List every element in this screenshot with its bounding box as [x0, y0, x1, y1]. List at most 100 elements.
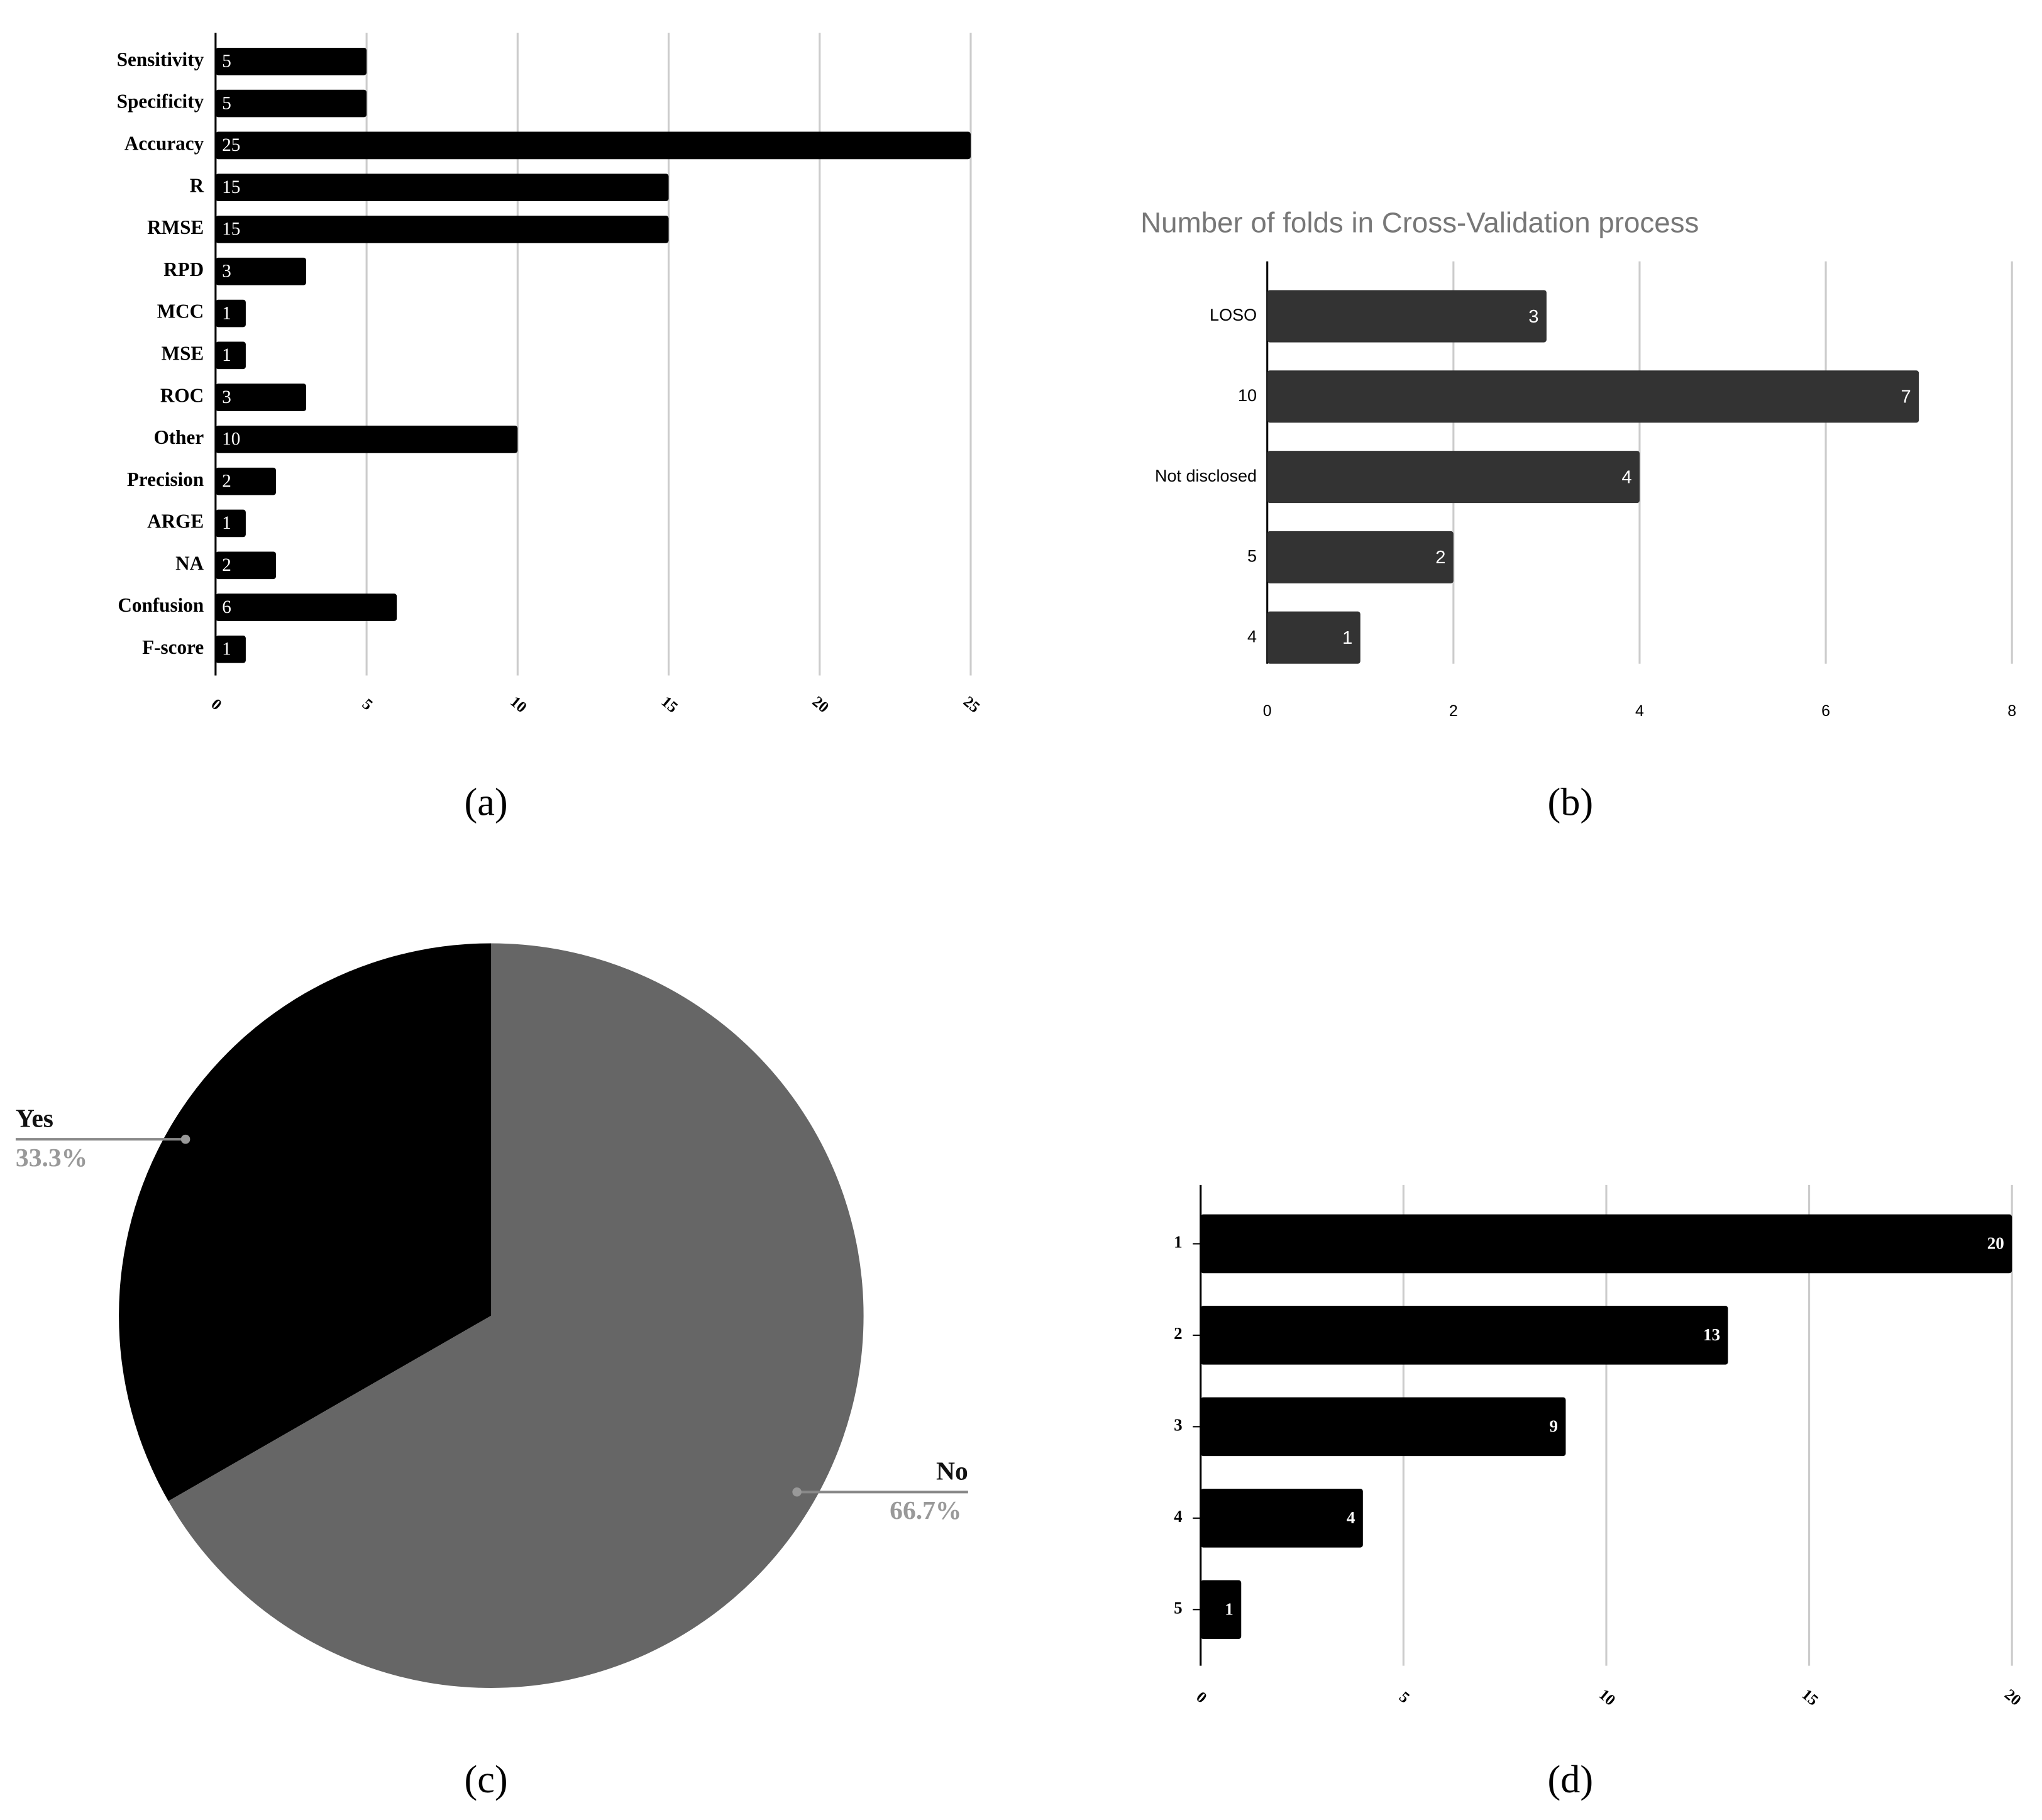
bar	[215, 593, 397, 621]
y-tick-label: 1	[1174, 1233, 1183, 1252]
caption: (b)	[1547, 781, 1593, 824]
data-label: 6	[222, 597, 231, 617]
bar	[215, 383, 307, 411]
data-label: 2	[1435, 548, 1445, 568]
y-tick-label: R	[190, 174, 204, 196]
data-label: 25	[222, 135, 240, 155]
y-tick-label: RMSE	[147, 216, 204, 238]
x-tick-label: 15	[1799, 1686, 1821, 1709]
bar	[215, 89, 367, 118]
x-tick-label: 10	[1596, 1686, 1618, 1709]
x-tick-label: 0	[1263, 702, 1272, 720]
data-label: 66.7%	[890, 1496, 961, 1525]
y-tick-label: ARGE	[147, 510, 204, 532]
data-label: 15	[222, 177, 240, 197]
x-tick-label: 25	[960, 693, 983, 717]
bar	[1267, 451, 1640, 504]
bar	[215, 216, 669, 243]
y-tick-label: Other	[154, 426, 204, 448]
legend-label: No	[936, 1457, 968, 1486]
bar	[1200, 1306, 1728, 1365]
leader-dot	[180, 1134, 190, 1144]
data-label: 1	[222, 639, 231, 659]
x-tick-label: 2	[1449, 702, 1458, 720]
bar	[215, 426, 518, 453]
bar	[215, 341, 246, 370]
data-label: 1	[222, 345, 231, 365]
x-tick-label: 4	[1635, 702, 1644, 720]
y-tick-label: Sensitivity	[117, 48, 204, 70]
y-tick-label: 3	[1174, 1416, 1183, 1435]
y-tick-label: Specificity	[117, 91, 204, 113]
data-label: 1	[1342, 628, 1352, 648]
caption: (a)	[464, 781, 507, 824]
data-label: 2	[222, 471, 231, 491]
x-tick-label: 5	[1396, 1689, 1413, 1707]
bar	[1200, 1489, 1363, 1548]
data-label: 1	[222, 303, 231, 323]
y-tick-label: Accuracy	[124, 133, 204, 155]
bar	[1267, 370, 1919, 423]
y-tick-label: NA	[175, 552, 204, 574]
data-label: 13	[1703, 1325, 1720, 1344]
y-tick-label: 4	[1247, 627, 1257, 646]
x-tick-label: 0	[208, 696, 225, 714]
data-label: 15	[222, 219, 240, 240]
y-tick-label: MCC	[157, 301, 204, 323]
y-tick-label: Confusion	[118, 594, 204, 616]
y-tick-label: LOSO	[1210, 306, 1257, 324]
data-label: 9	[1549, 1417, 1558, 1436]
data-label: 20	[1987, 1234, 2004, 1253]
pie-slice	[119, 943, 492, 1501]
y-tick-label: 2	[1174, 1324, 1183, 1343]
bar	[1267, 290, 1547, 343]
data-label: 4	[1347, 1508, 1355, 1527]
caption: (d)	[1547, 1758, 1593, 1801]
data-label: 5	[222, 93, 231, 113]
caption: (c)	[464, 1758, 507, 1801]
chart-title: Number of folds in Cross-Validation proc…	[1140, 207, 1699, 239]
y-tick-label: MSE	[162, 342, 204, 364]
x-tick-label: 20	[2001, 1686, 2024, 1709]
pie-slice	[168, 943, 864, 1688]
y-tick-label: 5	[1247, 547, 1257, 566]
bar	[1267, 611, 1360, 664]
y-tick-label: RPD	[163, 258, 204, 280]
x-tick-label: 8	[2007, 702, 2016, 720]
bar	[215, 551, 276, 580]
data-label: 3	[222, 261, 231, 281]
bar	[215, 174, 669, 201]
y-tick-label: 5	[1174, 1599, 1183, 1618]
y-tick-label: Not disclosed	[1155, 466, 1257, 485]
bar	[1200, 1580, 1242, 1640]
y-tick-label: F-score	[142, 636, 204, 658]
y-tick-label: ROC	[160, 384, 204, 406]
x-tick-label: 20	[809, 693, 832, 717]
bar	[215, 47, 367, 75]
bar	[1200, 1397, 1566, 1457]
data-label: 3	[1528, 307, 1538, 327]
bar	[1200, 1214, 2012, 1274]
bar	[1267, 531, 1454, 583]
legend-label: Yes	[16, 1104, 53, 1133]
bar	[215, 257, 307, 285]
leader-dot	[792, 1487, 802, 1497]
x-tick-label: 5	[359, 696, 376, 714]
data-label: 1	[1225, 1600, 1233, 1619]
y-tick-label: Precision	[127, 468, 204, 490]
x-tick-label: 0	[1193, 1689, 1210, 1707]
data-label: 7	[1901, 387, 1911, 407]
bar	[215, 299, 246, 328]
data-label: 5	[222, 52, 231, 72]
data-label: 10	[222, 429, 240, 449]
data-label: 1	[222, 513, 231, 533]
data-label: 4	[1621, 467, 1631, 487]
bar	[215, 636, 246, 663]
x-tick-label: 6	[1821, 702, 1830, 720]
bar	[215, 131, 971, 160]
data-label: 2	[222, 555, 231, 575]
y-tick-label: 10	[1238, 386, 1257, 405]
bar	[215, 467, 276, 495]
